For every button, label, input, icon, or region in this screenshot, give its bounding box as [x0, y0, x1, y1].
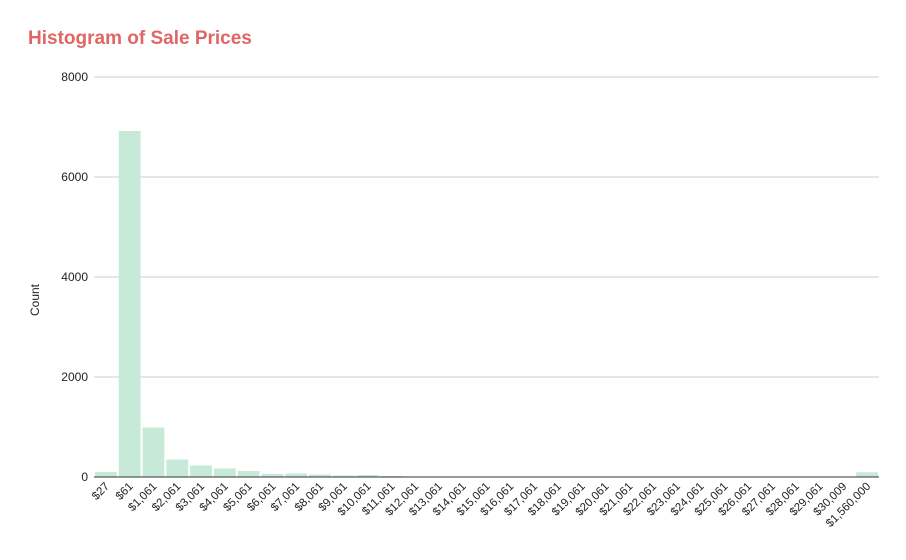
bar	[213, 468, 236, 477]
bar	[166, 459, 189, 477]
y-tick-label: 6000	[61, 170, 88, 184]
x-tick-label: $27	[90, 481, 112, 503]
y-tick-label: 4000	[61, 270, 88, 284]
chart-title: Histogram of Sale Prices	[28, 28, 252, 49]
y-axis-label: Count	[28, 283, 42, 316]
bar	[285, 473, 308, 477]
bar	[309, 474, 331, 477]
bar	[356, 475, 379, 477]
bar	[856, 472, 878, 477]
bar	[332, 475, 355, 477]
bar	[190, 465, 212, 477]
grid-lines	[94, 76, 879, 378]
bars	[95, 131, 878, 477]
bar	[237, 471, 260, 477]
y-tick-label: 0	[81, 470, 88, 484]
y-tick-label: 2000	[61, 370, 88, 384]
bar	[118, 131, 141, 477]
bar	[142, 427, 165, 477]
y-tick-label: 8000	[61, 70, 88, 84]
bar	[95, 472, 117, 477]
bar	[261, 474, 284, 477]
